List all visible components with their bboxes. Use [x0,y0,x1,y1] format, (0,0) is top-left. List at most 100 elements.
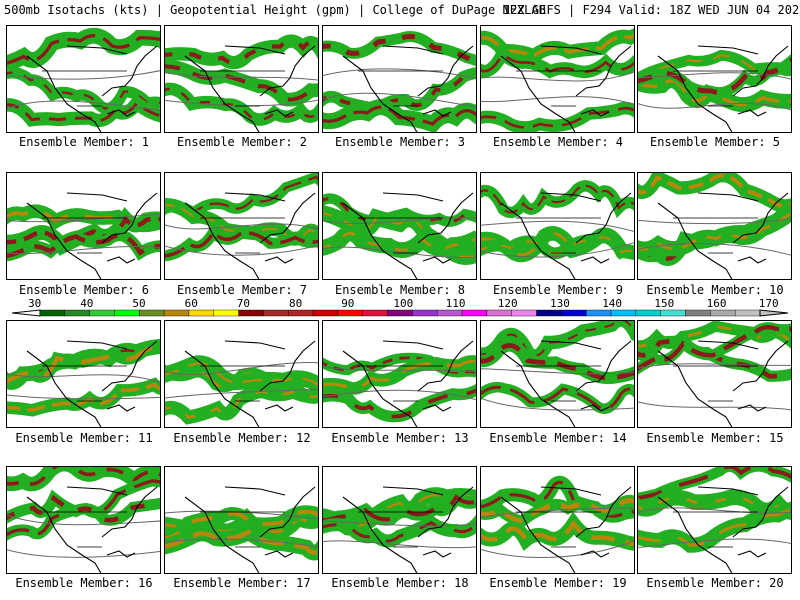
height-contour [323,246,476,258]
coastline [26,192,158,279]
political-border [200,70,285,107]
ensemble-member-label: Ensemble Member: 9 [492,283,624,297]
jet-core [638,173,791,208]
coastline [500,192,632,279]
jet-core [323,105,476,126]
jet-band [481,339,634,385]
ensemble-member-label: Ensemble Member: 5 [649,135,781,149]
colorbar-tick-label: 30 [28,297,42,310]
height-contour [638,102,791,111]
wind-height-map [481,475,634,573]
coastline [500,486,632,573]
colorbar-tick-label: 90 [341,297,355,310]
page-header: 500mb Isotachs (kts) | Geopotential Heig… [0,3,800,19]
ensemble-map-panel [6,466,161,574]
ensemble-map-panel [322,466,477,574]
colorbar-swatch [660,309,686,317]
ensemble-map-panel [164,320,319,428]
colorbar-swatch [163,309,190,317]
colorbar-tick-label: 100 [393,297,414,310]
political-border [516,365,601,402]
coastline [184,45,316,132]
coastline [657,486,789,573]
jet-core [481,51,634,74]
ensemble-member-label: Ensemble Member: 19 [489,576,627,590]
wind-height-map [638,467,791,573]
colorbar-swatch [387,309,413,317]
colorbar-arrow-right [759,309,789,317]
ensemble-map-panel [322,25,477,133]
jet-core [7,467,160,486]
colorbar-swatch [89,309,115,317]
jet-core [481,184,634,214]
colorbar-swatch [437,309,463,317]
jet-band [481,321,634,363]
ensemble-member-label: Ensemble Member: 8 [334,283,466,297]
height-contour [323,520,476,527]
ensemble-member-label: Ensemble Member: 13 [331,431,469,445]
coastline [184,486,316,573]
wind-height-map [481,28,634,132]
ensemble-member-label: Ensemble Member: 6 [18,283,150,297]
ensemble-map-panel [480,172,635,280]
ensemble-map-panel [322,320,477,428]
ensemble-map-panel [322,172,477,280]
ensemble-map-panel [637,172,792,280]
height-contour [323,68,476,79]
political-border [516,70,601,107]
ensemble-map-panel [637,320,792,428]
height-contour [481,540,634,558]
jet-core [165,509,318,540]
height-contour [165,388,318,399]
height-contour [481,242,634,258]
colorbar-swatch [362,309,388,317]
height-contour [7,70,160,80]
colorbar-tick-label: 50 [132,297,146,310]
political-border [516,511,601,548]
ensemble-map-panel [480,466,635,574]
coastline [342,340,474,427]
jet-core [165,389,318,419]
colorbar-swatch [39,309,66,317]
ensemble-member-label: Ensemble Member: 17 [173,576,311,590]
coastline [184,340,316,427]
political-border [516,217,601,254]
height-contour [638,538,791,548]
jet-core [638,325,791,372]
jet-band [165,34,318,70]
wind-height-map [638,321,791,427]
height-contour [323,217,476,225]
height-contour [481,220,634,233]
ensemble-map-panel [164,466,319,574]
height-contour [481,368,634,375]
colorbar-tick-label: 80 [289,297,303,310]
height-contour [638,218,791,225]
height-contour [7,372,160,383]
colorbar-swatch [461,309,488,317]
ensemble-map-panel [164,172,319,280]
height-contour [638,507,791,514]
colorbar-tick-label: 170 [758,297,779,310]
jet-core [638,338,791,379]
ensemble-member-label: Ensemble Member: 2 [176,135,308,149]
wind-height-map [7,338,160,427]
colorbar-swatch [263,309,289,317]
jet-core [165,362,318,386]
colorbar-swatch [412,309,438,317]
ensemble-member-label: Ensemble Member: 18 [331,576,469,590]
ensemble-map-panel [6,25,161,133]
political-border [673,217,758,254]
colorbar-swatch [536,309,562,317]
wind-height-map [7,467,160,573]
ensemble-map-panel [164,25,319,133]
jet-core [323,71,476,111]
height-contour [165,538,318,548]
coastline [657,340,789,427]
jet-core [323,34,476,64]
run-valid-time: 12Z GEFS | F294 Valid: 18Z WED JUN 04 20… [503,3,800,17]
coastline [342,45,474,132]
jet-band [7,66,160,115]
height-contour [323,366,476,373]
height-contour [165,244,318,256]
height-contour [481,96,634,106]
